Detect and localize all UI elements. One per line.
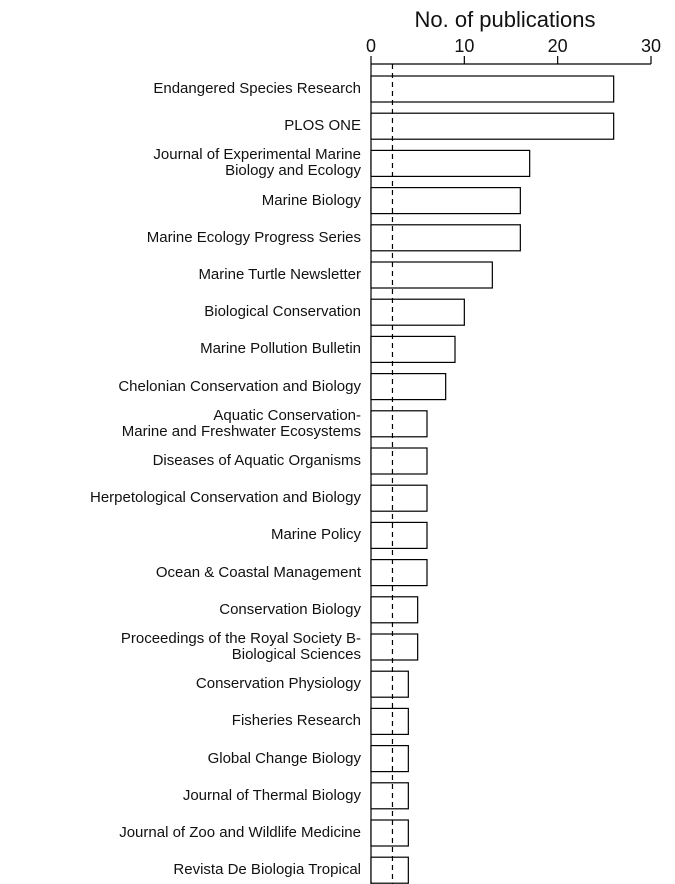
y-tick-label: Marine Pollution Bulletin xyxy=(200,340,361,358)
bar xyxy=(370,373,447,401)
x-axis-title: No. of publications xyxy=(415,7,596,32)
y-tick-label: Marine Turtle Newsletter xyxy=(198,266,361,283)
bar xyxy=(370,856,409,884)
y-tick-label: Revista De Biologia Tropical xyxy=(173,861,361,879)
bar xyxy=(370,558,428,587)
bar xyxy=(370,298,465,326)
y-tick-label: Journal of Thermal Biology xyxy=(182,786,361,804)
y-tick-label: Endangered Species Research xyxy=(153,80,361,97)
bar xyxy=(370,707,409,736)
bar xyxy=(370,744,409,773)
bar xyxy=(370,447,428,475)
y-tick-label: Proceedings of the Royal Society B- Biol… xyxy=(120,630,361,663)
y-tick-label: Conservation Physiology xyxy=(195,675,361,693)
y-tick-label: Aquatic Conservation- Marine and Freshwa… xyxy=(121,406,361,440)
bar xyxy=(370,521,428,550)
x-tick-label: 10 xyxy=(454,36,474,56)
bar xyxy=(370,596,419,624)
bar xyxy=(370,819,409,847)
y-tick-label: Conservation Biology xyxy=(219,600,361,618)
bar xyxy=(370,224,521,252)
x-tick-label: 0 xyxy=(366,36,376,56)
y-tick-label: Marine Biology xyxy=(261,191,361,209)
bar xyxy=(370,782,409,810)
x-tick-label: 20 xyxy=(548,36,568,56)
y-tick-label: Ocean & Coastal Management xyxy=(155,563,361,581)
y-tick-label: Global Change Biology xyxy=(207,749,361,767)
bar xyxy=(370,149,531,177)
y-tick-label: Marine Policy xyxy=(270,526,361,544)
y-tick-label: Diseases of Aquatic Organisms xyxy=(152,452,361,469)
y-tick-label: Chelonian Conservation and Biology xyxy=(118,377,361,395)
y-tick-label: Journal of Zoo and Wildlife Medicine xyxy=(119,824,361,841)
bar xyxy=(370,112,615,140)
y-tick-label: Biological Conservation xyxy=(204,303,361,321)
bar xyxy=(370,670,409,698)
y-tick-label: PLOS ONE xyxy=(284,117,361,135)
bar xyxy=(370,75,615,103)
bar xyxy=(370,484,428,512)
y-tick-label: Marine Ecology Progress Series xyxy=(146,228,361,246)
bar xyxy=(370,261,493,289)
bar xyxy=(370,335,456,363)
bar xyxy=(370,187,521,215)
bar xyxy=(370,633,419,661)
bar xyxy=(370,410,428,438)
y-tick-label: Journal of Experimental Marine Biology a… xyxy=(153,146,361,180)
y-tick-label: Herpetological Conservation and Biology xyxy=(90,489,361,507)
x-tick-label: 30 xyxy=(641,36,661,56)
y-tick-label: Fisheries Research xyxy=(231,712,361,730)
